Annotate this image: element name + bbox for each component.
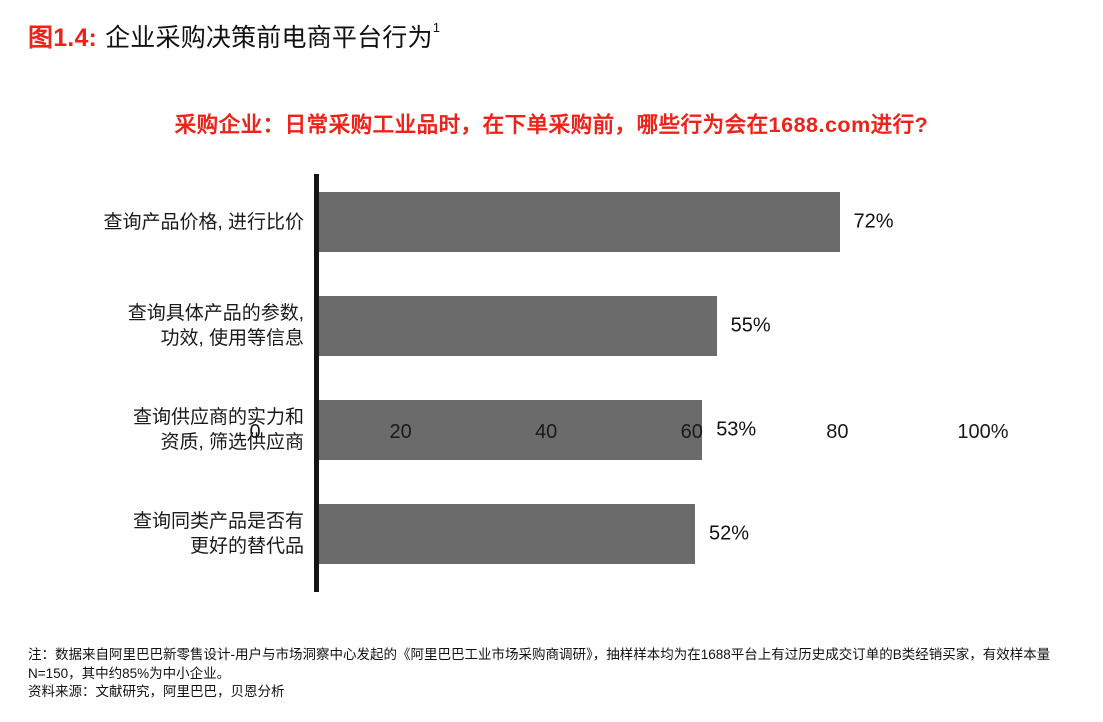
figure-title-footnote-marker: 1	[432, 20, 441, 35]
bar	[319, 504, 695, 564]
figure-title: 图1.4: 企业采购决策前电商平台行为1	[28, 18, 440, 54]
bar-row: 53%	[319, 400, 1042, 460]
x-axis-tick-label: 80	[826, 421, 849, 443]
category-label: 查询产品价格, 进行比价	[103, 211, 304, 233]
footnotes: 注：数据来自阿里巴巴新零售设计-用户与市场洞察中心发起的《阿里巴巴工业市场采购商…	[28, 646, 1100, 702]
bar-row: 72%	[319, 192, 1042, 252]
x-axis-tick-label: 100%	[957, 421, 1009, 443]
chart-question-headline: 采购企业：日常采购工业品时，在下单采购前，哪些行为会在1688.com进行?	[174, 113, 929, 137]
bar-row: 52%	[319, 504, 1042, 564]
bar-chart: 查询产品价格, 进行比价查询具体产品的参数, 功效, 使用等信息 查询供应商的实力和…	[64, 174, 1042, 592]
bar-value-label: 53%	[716, 418, 757, 441]
plot-area: 72% 55% 53% 52%	[314, 174, 1042, 592]
bar-value-label: 52%	[708, 522, 749, 545]
category-label: 查询供应商的实力和 资质, 筛选供应商	[132, 407, 304, 453]
x-axis: 0 20 40 60 80 100%	[249, 421, 1008, 447]
footnote-note: 注：数据来自阿里巴巴新零售设计-用户与市场洞察中心发起的《阿里巴巴工业市场采购商…	[28, 647, 1051, 681]
figure-number-label: 图1.4:	[28, 24, 98, 52]
category-labels-column: 查询产品价格, 进行比价查询具体产品的参数, 功效, 使用等信息 查询供应商的实力和…	[64, 174, 314, 592]
bar-value-label: 55%	[730, 314, 771, 337]
bar	[319, 192, 840, 252]
x-axis-tick-label: 60	[680, 421, 703, 443]
bar-row: 55%	[319, 296, 1042, 356]
x-axis-tick-label: 0	[249, 421, 261, 443]
bar-value-label: 72%	[853, 210, 894, 233]
footnote-source: 资料来源：文献研究，阿里巴巴，贝恩分析	[28, 684, 285, 699]
x-axis-tick-label: 20	[389, 421, 412, 443]
bar	[319, 400, 703, 460]
bar	[319, 296, 717, 356]
category-label: 查询同类产品是否有 更好的替代品	[132, 511, 304, 557]
category-label: 查询具体产品的参数, 功效, 使用等信息	[127, 303, 304, 349]
figure-title-text: 企业采购决策前电商平台行为	[105, 24, 433, 52]
x-axis-tick-label: 40	[535, 421, 558, 443]
